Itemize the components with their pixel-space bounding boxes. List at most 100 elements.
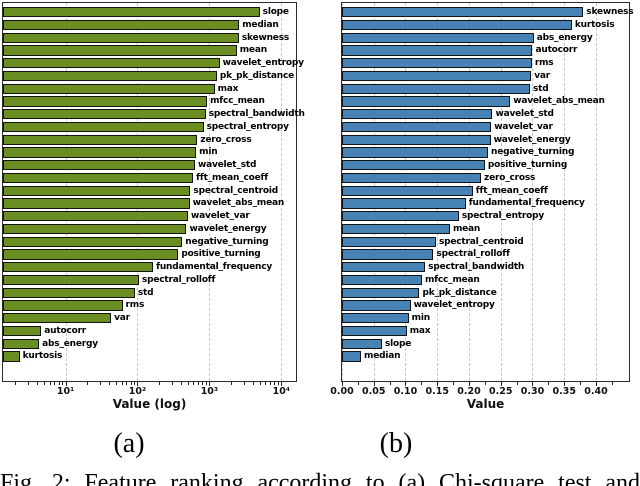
bar-label-zero_cross: zero_cross (200, 134, 252, 145)
x-tick-label: 0.20 (457, 386, 481, 397)
x-tick-minor (54, 382, 56, 385)
bar-pk_pk_distance (3, 70, 217, 82)
x-tick-minor (49, 382, 51, 385)
bar-std (3, 287, 135, 298)
bar-label-fundamental_frequency: fundamental_frequency (156, 262, 273, 273)
bar-label-spectral_rolloff: spectral_rolloff (436, 249, 510, 260)
x-tick-minor (180, 382, 182, 385)
bar-wavelet_abs_mean (342, 96, 511, 107)
x-tick-major (437, 382, 439, 386)
bar-var (3, 313, 112, 324)
x-tick-minor (278, 382, 280, 385)
bar-label-rms: rms (534, 58, 554, 69)
bar-fundamental_frequency (342, 198, 466, 209)
bar-label-positive_turning: positive_turning (487, 160, 568, 171)
x-tick-minor (36, 382, 38, 385)
bar-skewness (3, 32, 239, 43)
bar-slope (342, 338, 382, 349)
x-tick-minor (484, 382, 486, 385)
bar-label-slope: slope (385, 338, 412, 349)
x-axis-b: 0.00 0.05 0.10 0.15 0.20 0.25 0.30 0.35 0.40 (330, 382, 629, 400)
gridline (500, 3, 502, 381)
x-tick-label: 0.15 (425, 386, 449, 397)
x-tick-minor (27, 382, 29, 385)
bar-label-wavelet_entropy: wavelet_entropy (413, 300, 495, 311)
x-tick-major (137, 382, 139, 386)
gridline (564, 3, 566, 381)
bar-label-positive_turning: positive_turning (181, 249, 261, 260)
bar-label-std: std (532, 83, 549, 94)
bar-mfcc_mean (342, 274, 422, 286)
x-tick-minor (187, 382, 189, 385)
x-tick-minor (202, 382, 204, 385)
bar-label-wavelet_abs_mean: wavelet_abs_mean (192, 198, 285, 209)
x-tick-major (564, 382, 566, 386)
x-tick-major (281, 382, 283, 386)
x-tick-minor (580, 382, 582, 385)
bar-std (342, 83, 530, 94)
bar-label-mfcc_mean: mfcc_mean (210, 96, 265, 107)
bar-spectral_centroid (3, 185, 191, 196)
bar-wavelet_entropy (3, 58, 220, 69)
x-tick-minor (171, 382, 173, 385)
x-tick-minor (99, 382, 101, 385)
x-tick-minor (126, 382, 128, 385)
bar-wavelet_energy (3, 223, 187, 235)
bar-label-spectral_bandwidth: spectral_bandwidth (208, 109, 305, 120)
bar-label-spectral_centroid: spectral_centroid (438, 236, 524, 247)
x-tick-major (373, 382, 375, 386)
x-tick-minor (193, 382, 195, 385)
bar-label-autocorr: autocorr (535, 45, 578, 56)
bar-label-min: min (199, 147, 218, 158)
bar-label-spectral_entropy: spectral_entropy (461, 211, 545, 222)
subcaption-b: (b) (379, 428, 413, 459)
x-tick-minor (62, 382, 64, 385)
bar-label-wavelet_entropy: wavelet_entropy (222, 58, 304, 69)
bar-rms (3, 300, 123, 311)
x-axis-label-b: Value (466, 397, 505, 411)
x-tick-minor (270, 382, 272, 385)
x-tick-minor (231, 382, 233, 385)
bar-max (3, 83, 215, 94)
bar-fundamental_frequency (3, 262, 154, 273)
bar-autocorr (3, 325, 42, 337)
x-tick-label: 0.00 (330, 386, 354, 397)
bar-label-median: median (364, 351, 401, 362)
x-tick-major (342, 382, 343, 386)
bar-spectral_bandwidth (342, 262, 426, 273)
x-tick-label: 0.30 (520, 386, 545, 397)
chart-a-chi-square: slope median skewness mean wavelet_entropy pk… (2, 2, 305, 432)
plot-area-a: slope median skewness mean wavelet_entropy pk… (2, 2, 305, 382)
bar-label-rms: rms (125, 300, 145, 311)
bar-max (342, 325, 407, 337)
bar-kurtosis (3, 351, 20, 362)
bar-mean (342, 223, 450, 235)
bar-wavelet_std (3, 160, 195, 171)
bar-label-skewness: skewness (241, 32, 290, 43)
bar-label-negative_turning: negative_turning (185, 236, 269, 247)
x-tick-minor (548, 382, 550, 385)
bar-label-slope: slope (262, 7, 289, 18)
bar-abs_energy (342, 32, 534, 43)
x-tick-minor (453, 382, 455, 385)
bar-var (342, 70, 532, 82)
gridline (532, 3, 534, 381)
bar-label-var: var (534, 70, 550, 81)
bar-positive_turning (3, 249, 179, 260)
bar-label-wavelet_energy: wavelet_energy (189, 223, 267, 234)
bar-spectral_centroid (342, 236, 436, 247)
bar-rms (342, 58, 532, 69)
bar-label-spectral_rolloff: spectral_rolloff (141, 274, 216, 285)
figure-caption: Fig. 2: Feature ranking according to (a)… (0, 470, 640, 486)
bar-label-kurtosis: kurtosis (22, 351, 63, 362)
bar-zero_cross (3, 134, 198, 145)
bar-label-pk_pk_distance: pk_pk_distance (422, 287, 497, 298)
bar-label-negative_turning: negative_turning (491, 147, 575, 158)
bar-wavelet_var (342, 121, 492, 133)
bar-label-min: min (411, 313, 430, 324)
bar-median (3, 19, 240, 31)
bar-mfcc_mean (3, 96, 208, 107)
x-tick-minor (206, 382, 208, 385)
bar-wavelet_var (3, 211, 189, 222)
